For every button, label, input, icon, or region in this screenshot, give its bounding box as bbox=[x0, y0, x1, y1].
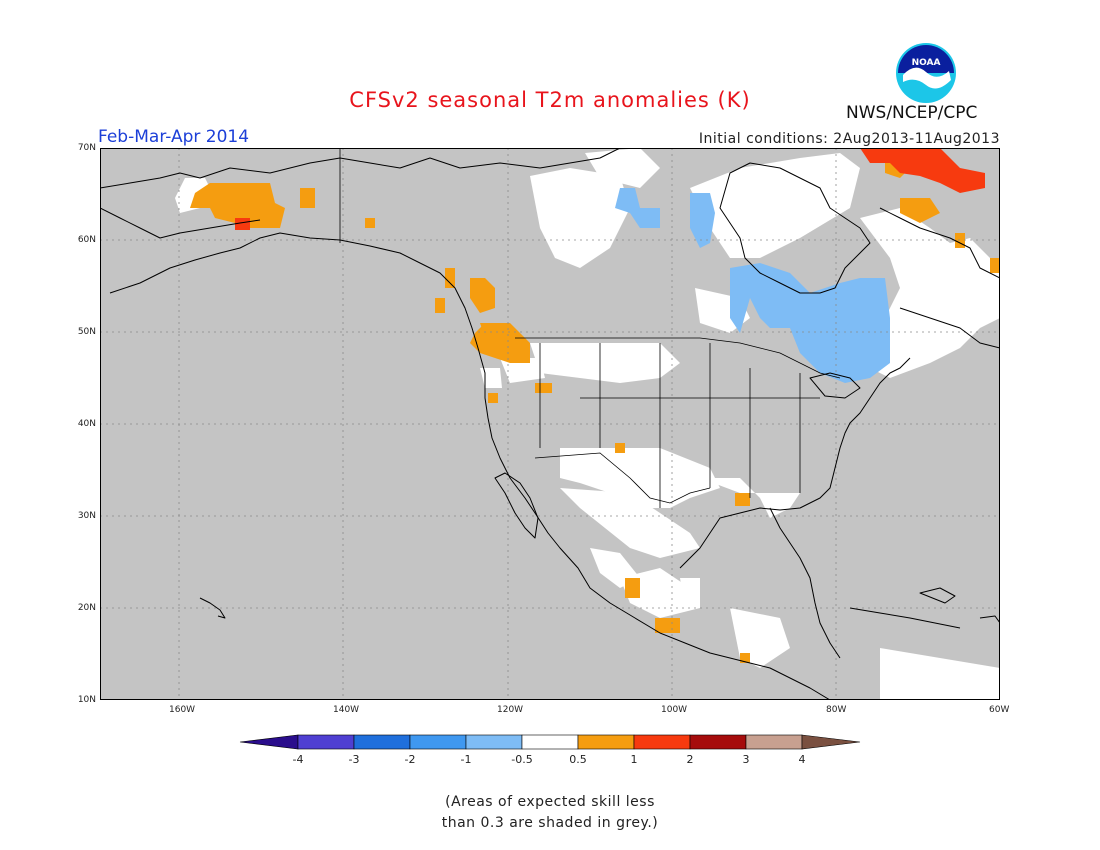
lon-label-60w: 60W bbox=[989, 705, 1010, 715]
grid-lines bbox=[100, 148, 1000, 700]
skill-note-line2: than 0.3 are shaded in grey.) bbox=[441, 815, 659, 831]
colorbar-tick-label: -4 bbox=[293, 753, 304, 766]
colorbar-tick-label: -1 bbox=[461, 753, 472, 766]
lon-label-row: 160W 140W 120W 100W 80W 60W bbox=[0, 705, 1100, 719]
initial-conditions: Initial conditions: 2Aug2013-11Aug2013 bbox=[698, 131, 1000, 147]
lat-label-10n-text: 10N bbox=[77, 695, 96, 705]
lat-label-50n-text: 50N bbox=[77, 327, 96, 337]
anomaly-map bbox=[100, 148, 1000, 700]
colorbar-tick-label: 2 bbox=[687, 753, 694, 766]
strong-warm-areas bbox=[235, 148, 985, 230]
lat-label-30n-text: 30N bbox=[77, 511, 96, 521]
cold-anomaly-areas bbox=[615, 188, 890, 383]
colorbar-tick-label: -3 bbox=[349, 753, 360, 766]
lat-label-40n-text: 40N bbox=[77, 419, 96, 429]
coastlines bbox=[100, 148, 1000, 700]
lon-label-120w: 120W bbox=[497, 705, 524, 715]
colorbar-boxes bbox=[239, 734, 861, 750]
skill-note-line1: (Areas of expected skill less bbox=[445, 794, 655, 810]
near-normal-areas bbox=[175, 148, 1000, 700]
colorbar-ticks: -4 -3 -2 -1 -0.5 0.5 1 2 3 4 bbox=[293, 753, 806, 766]
colorbar-box bbox=[353, 734, 411, 750]
colorbar-tick-label: -0.5 bbox=[511, 753, 532, 766]
colorbar: -4 -3 -2 -1 -0.5 0.5 1 2 3 4 bbox=[239, 734, 861, 766]
skill-note: (Areas of expected skill less than 0.3 a… bbox=[0, 792, 1100, 834]
noaa-logo: NOAA bbox=[896, 43, 956, 103]
colorbar-tick-label: -2 bbox=[405, 753, 416, 766]
colorbar-tick-label: 4 bbox=[799, 753, 806, 766]
lat-label-70n-text: 70N bbox=[77, 143, 96, 153]
colorbar-box bbox=[409, 734, 467, 750]
colorbar-box bbox=[577, 734, 635, 750]
colorbar-box bbox=[745, 734, 803, 750]
colorbar-arrow-left bbox=[239, 734, 299, 750]
colorbar-tick-label: 3 bbox=[743, 753, 750, 766]
lat-label-60n-text: 60N bbox=[77, 235, 96, 245]
lon-label-100w: 100W bbox=[661, 705, 688, 715]
lat-label-column: 70N 60N 50N 40N 30N 20N 10N bbox=[30, 143, 96, 708]
colorbar-box bbox=[689, 734, 747, 750]
warm-anomaly-areas bbox=[190, 153, 1000, 663]
lon-label-140w: 140W bbox=[333, 705, 360, 715]
colorbar-box bbox=[633, 734, 691, 750]
colorbar-box bbox=[297, 734, 355, 750]
colorbar-tick-label: 1 bbox=[631, 753, 638, 766]
colorbar-box bbox=[521, 734, 579, 750]
logo-text: NOAA bbox=[912, 58, 941, 68]
colorbar-arrow-right bbox=[801, 734, 861, 750]
lon-label-160w: 160W bbox=[169, 705, 196, 715]
political-borders bbox=[339, 148, 841, 508]
agency-label: NWS/NCEP/CPC bbox=[846, 103, 978, 123]
lat-label-20n-text: 20N bbox=[77, 603, 96, 613]
colorbar-tick-label: 0.5 bbox=[569, 753, 587, 766]
chart-title: CFSv2 seasonal T2m anomalies (K) bbox=[349, 88, 751, 112]
forecast-period: Feb-Mar-Apr 2014 bbox=[98, 127, 250, 147]
colorbar-box bbox=[465, 734, 523, 750]
lon-label-80w: 80W bbox=[826, 705, 847, 715]
